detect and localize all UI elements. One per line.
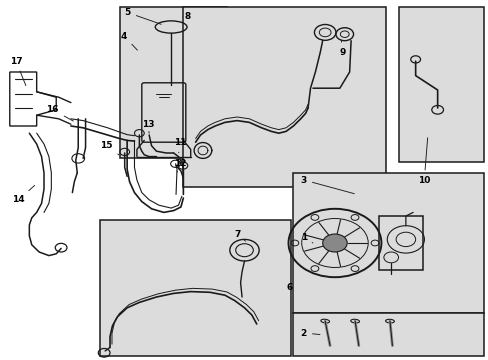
Text: 15: 15 <box>100 141 119 155</box>
Text: 2: 2 <box>300 328 319 338</box>
Text: 8: 8 <box>184 12 191 21</box>
Text: 1: 1 <box>300 233 312 243</box>
Bar <box>100 220 290 356</box>
Text: 11: 11 <box>173 138 186 153</box>
Circle shape <box>322 234 346 252</box>
Bar <box>378 216 422 270</box>
Text: 12: 12 <box>173 159 186 172</box>
Text: 17: 17 <box>10 57 26 86</box>
Text: 7: 7 <box>234 230 245 241</box>
Text: 5: 5 <box>124 8 161 24</box>
Bar <box>183 7 386 187</box>
Text: 4: 4 <box>121 32 137 50</box>
Bar <box>293 173 483 313</box>
Text: 3: 3 <box>300 176 354 194</box>
Text: 10: 10 <box>417 138 429 185</box>
Bar <box>398 7 483 162</box>
Bar <box>120 7 227 158</box>
Text: 9: 9 <box>339 40 346 57</box>
Text: 14: 14 <box>12 185 35 204</box>
Text: 16: 16 <box>46 105 73 121</box>
Text: 13: 13 <box>142 120 154 133</box>
Text: 6: 6 <box>285 284 292 292</box>
Bar <box>293 313 483 356</box>
